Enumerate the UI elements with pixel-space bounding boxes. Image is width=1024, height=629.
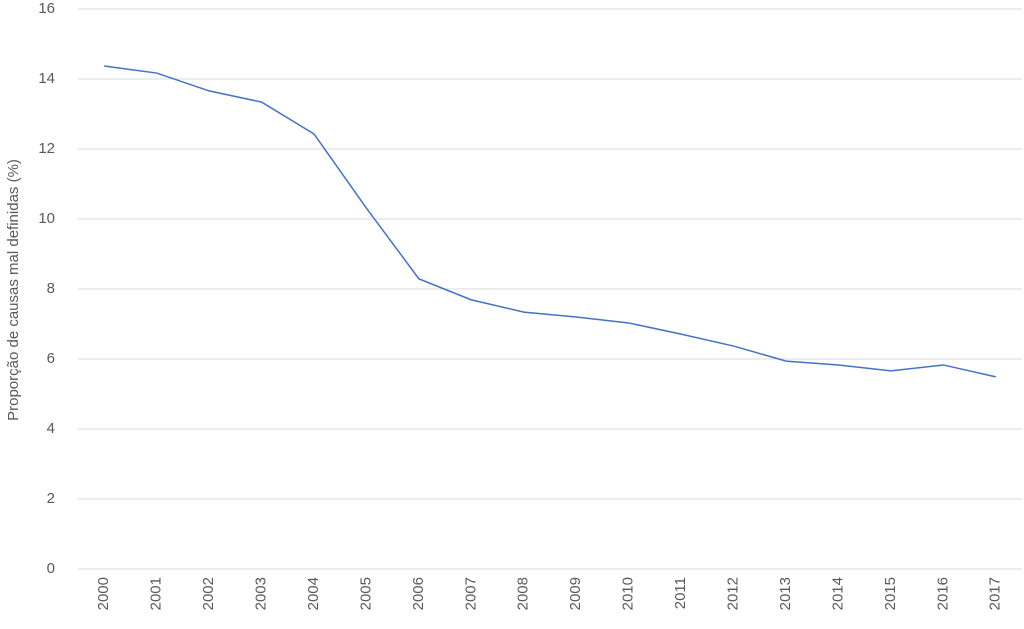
x-tick-label: 2000 bbox=[95, 577, 112, 610]
x-tick-label: 2015 bbox=[882, 577, 899, 610]
x-tick-label: 2010 bbox=[620, 577, 637, 610]
y-tick-label: 14 bbox=[38, 70, 55, 87]
x-tick-label: 2002 bbox=[200, 577, 217, 610]
x-tick-label: 2009 bbox=[567, 577, 584, 610]
x-tick-label: 2013 bbox=[777, 577, 794, 610]
y-tick-label: 6 bbox=[47, 350, 55, 367]
x-tick-label: 2003 bbox=[253, 577, 270, 610]
x-tick-label: 2004 bbox=[305, 577, 322, 610]
x-tick-label: 2012 bbox=[725, 577, 742, 610]
y-axis-label: Proporção de causas mal definidas (%) bbox=[5, 159, 22, 421]
y-tick-label: 4 bbox=[47, 420, 55, 437]
x-tick-label: 2014 bbox=[829, 577, 846, 610]
x-tick-label: 2007 bbox=[462, 577, 479, 610]
x-tick-label: 2016 bbox=[934, 577, 951, 610]
x-tick-label: 2006 bbox=[410, 577, 427, 610]
x-tick-label: 2017 bbox=[987, 577, 1004, 610]
data-line bbox=[104, 65, 996, 378]
x-tick-label: 2008 bbox=[515, 577, 532, 610]
x-tick-label: 2011 bbox=[672, 577, 689, 609]
y-tick-label: 16 bbox=[38, 0, 55, 17]
y-tick-label: 2 bbox=[47, 490, 55, 507]
x-tick-label: 2005 bbox=[357, 577, 374, 610]
y-tick-label: 10 bbox=[38, 210, 55, 227]
y-tick-label: 8 bbox=[47, 280, 55, 297]
x-tick-label: 2001 bbox=[148, 577, 165, 610]
y-tick-label: 0 bbox=[47, 560, 55, 577]
y-tick-label: 12 bbox=[38, 140, 55, 157]
